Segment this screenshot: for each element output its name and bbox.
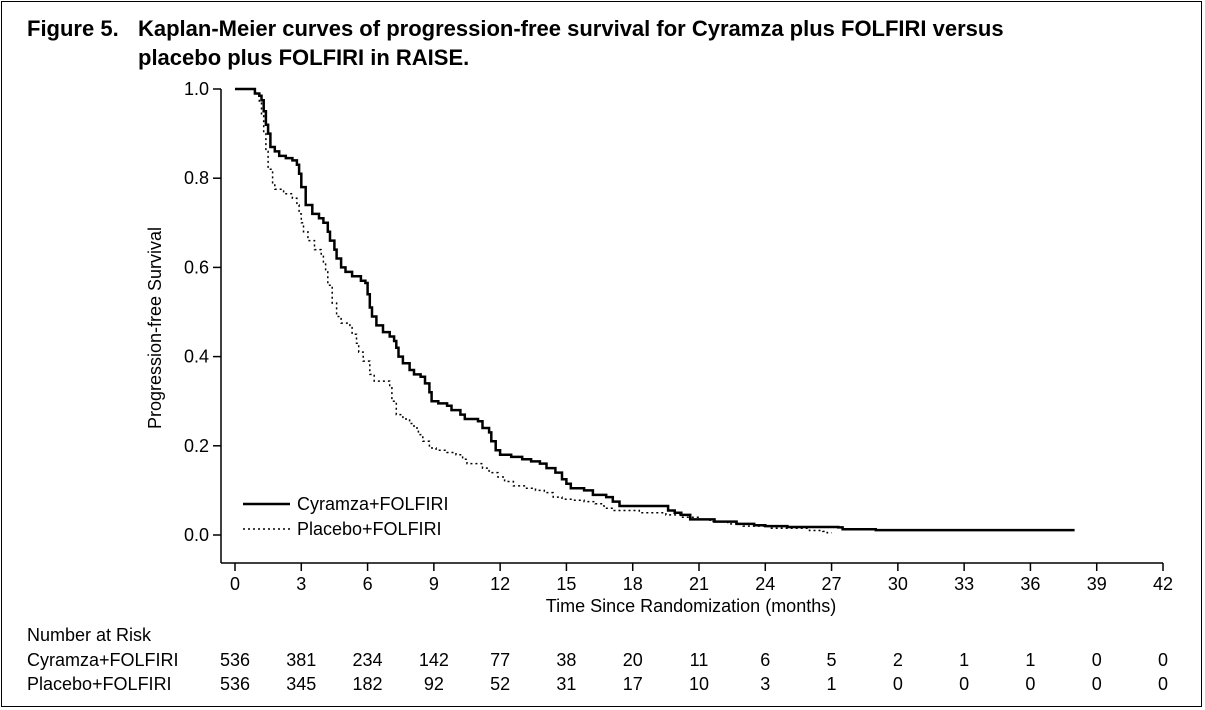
figure-number: Figure 5. [27,16,119,41]
curve-placebo-folfiri [235,88,832,534]
x-tick-label: 15 [556,574,576,594]
x-tick-label: 36 [1020,574,1040,594]
x-tick-label: 39 [1087,574,1107,594]
y-tick-label: 1.0 [184,79,209,99]
x-tick-label: 0 [230,574,240,594]
figure-title-line-1: Kaplan-Meier curves of progression-free … [138,16,1004,41]
y-tick-label: 0.6 [184,257,209,277]
y-axis-label: Progression-free Survival [145,227,165,429]
x-tick-label: 42 [1153,574,1173,594]
y-tick-label: 0.0 [184,525,209,545]
x-tick-label: 30 [888,574,908,594]
x-tick-label: 24 [755,574,775,594]
x-tick-label: 9 [429,574,439,594]
x-tick-label: 12 [490,574,510,594]
x-tick-label: 27 [822,574,842,594]
legend-label-0: Cyramza+FOLFIRI [297,494,449,514]
legend-label-1: Placebo+FOLFIRI [297,519,442,539]
x-tick-label: 6 [363,574,373,594]
x-tick-label: 33 [954,574,974,594]
x-tick-label: 3 [296,574,306,594]
figure-title: Figure 5. Kaplan-Meier curves of progress… [27,14,1177,72]
curve-cyramza-folfiri [235,87,1075,532]
x-axis-label: Time Since Randomization (months) [546,596,836,616]
y-tick-label: 0.2 [184,436,209,456]
y-tick-label: 0.4 [184,347,209,367]
x-tick-label: 21 [689,574,709,594]
y-tick-label: 0.8 [184,168,209,188]
figure-title-line-2: placebo plus FOLFIRI in RAISE. [138,45,470,70]
x-tick-label: 18 [623,574,643,594]
